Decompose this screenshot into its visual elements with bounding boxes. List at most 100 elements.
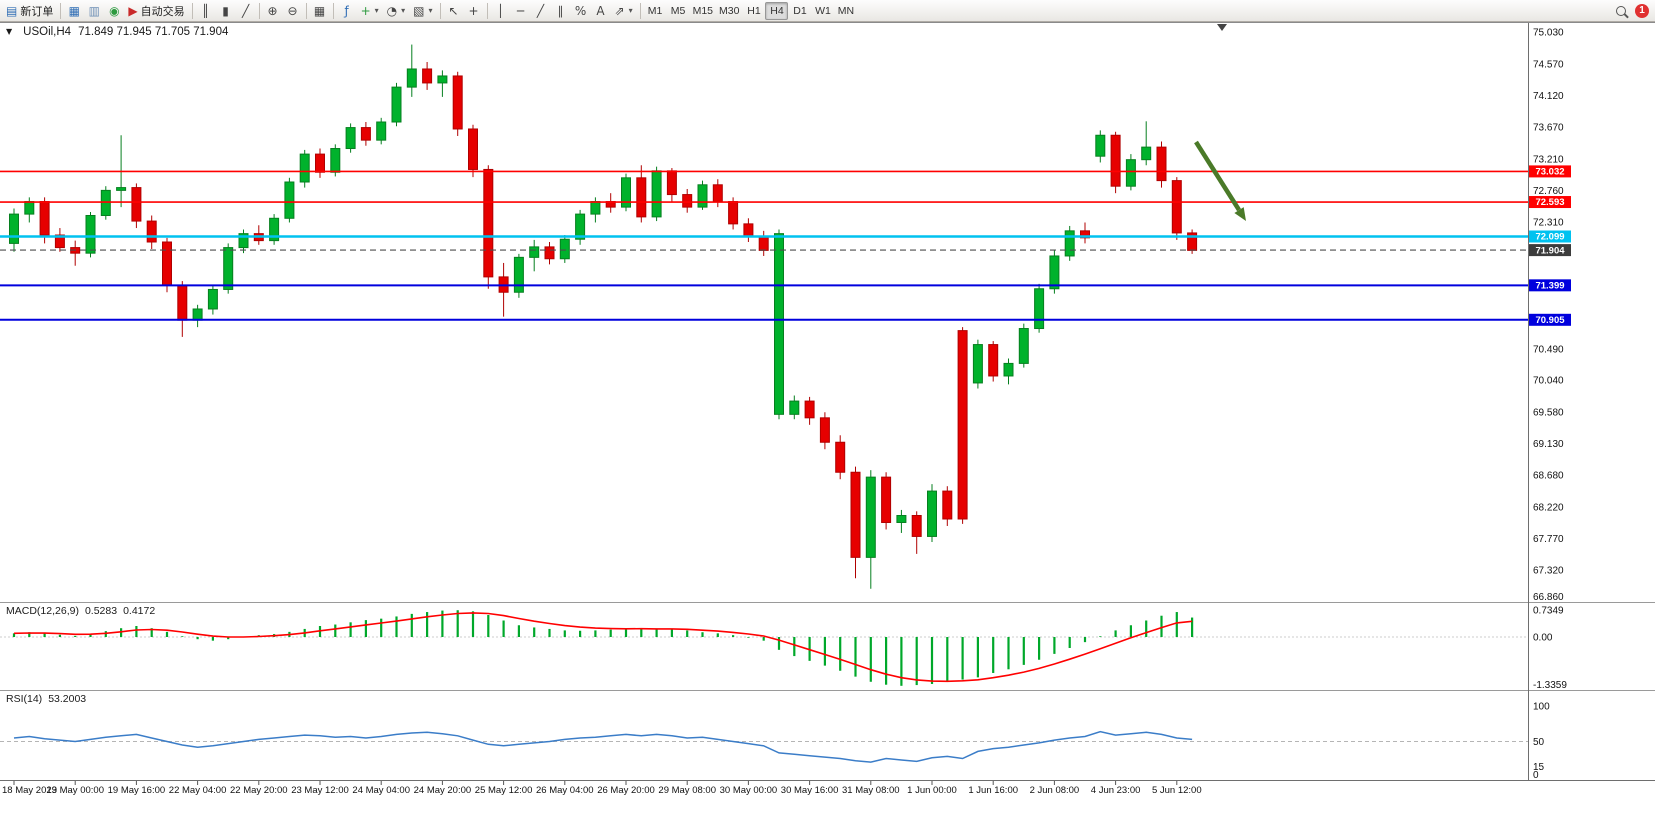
search-button[interactable]: [1611, 2, 1631, 20]
trend-arrow[interactable]: [1194, 140, 1246, 221]
notification-badge[interactable]: 1: [1635, 3, 1649, 18]
rsi-panel: 100 50 150: [0, 702, 1550, 781]
svg-text:22 May 20:00: 22 May 20:00: [230, 785, 288, 796]
dropdown-arrow-icon: ▾: [628, 6, 633, 15]
tile-windows-button[interactable]: ▦: [310, 2, 330, 20]
svg-text:22 May 04:00: 22 May 04:00: [169, 785, 227, 796]
crosshair-button[interactable]: +: [464, 2, 484, 20]
alerts-button[interactable]: ◉: [104, 2, 124, 20]
new-order-button[interactable]: ▤ 新订单: [2, 2, 57, 20]
ohlc-values: 71.849 71.945 71.705 71.904: [78, 26, 229, 38]
zoom-in-button[interactable]: ⊕: [263, 2, 283, 20]
fibonacci-button[interactable]: %: [571, 2, 591, 20]
indicators-button[interactable]: ƒ: [337, 2, 357, 20]
macd-main-value: 0.5283: [84, 605, 118, 617]
timeframe-m1-button[interactable]: M1: [644, 2, 667, 20]
toolbar-separator: [258, 2, 260, 19]
text-button[interactable]: A: [591, 2, 611, 20]
vertical-line-button[interactable]: │: [491, 2, 511, 20]
arrows-icon: ⇗: [614, 3, 625, 18]
svg-text:0: 0: [1533, 770, 1539, 781]
toolbar-separator: [439, 2, 441, 19]
horizontal-line-button[interactable]: ─: [511, 2, 531, 20]
svg-text:70.490: 70.490: [1533, 344, 1564, 355]
svg-text:0.7349: 0.7349: [1533, 606, 1564, 617]
support-line-cyan-price-tag: [1529, 230, 1571, 243]
svg-text:2 Jun 08:00: 2 Jun 08:00: [1030, 785, 1080, 796]
fibonacci-icon: %: [574, 3, 587, 18]
svg-text:26 May 04:00: 26 May 04:00: [536, 785, 594, 796]
auto-trading-button[interactable]: ▶ 自动交易: [124, 2, 188, 20]
svg-text:74.120: 74.120: [1533, 91, 1564, 102]
zoom-out-button[interactable]: ⊖: [283, 2, 303, 20]
rsi-indicator-label: RSI(14) 53.2003: [6, 693, 86, 705]
timeframe-h4-button[interactable]: H4: [765, 1, 789, 20]
chart-shift-marker[interactable]: [1217, 24, 1227, 31]
macd-name: MACD(12,26,9): [6, 605, 79, 617]
channel-button[interactable]: ∥: [551, 2, 571, 20]
trendline-icon: ╱: [536, 3, 545, 18]
candle-chart-icon: ▮: [222, 3, 229, 18]
trendline-button[interactable]: ╱: [531, 2, 551, 20]
line-chart-button[interactable]: ╱: [236, 2, 256, 20]
timeframe-d1-button[interactable]: D1: [788, 2, 811, 20]
collapse-icon[interactable]: ▼: [6, 27, 13, 36]
profiles-button[interactable]: ▥: [84, 2, 104, 20]
price-axis: 75.030 74.570 74.120 73.670 73.210 72.760 72.3…: [1533, 28, 1564, 604]
candles-layer: [9, 44, 1198, 589]
svg-text:66.860: 66.860: [1533, 592, 1564, 603]
line-chart-icon: ╱: [241, 3, 250, 18]
arrows-button[interactable]: ⇗ ▾: [611, 2, 637, 20]
svg-text:71.904: 71.904: [1535, 245, 1565, 256]
timeframe-m30-button[interactable]: M30: [716, 2, 742, 20]
rsi-line: [13, 730, 1193, 763]
hlines-layer: 73.032 72.593 72.099 71.904 71.399 70.905: [0, 165, 1571, 326]
svg-text:30 May 16:00: 30 May 16:00: [781, 785, 839, 796]
svg-text:68.680: 68.680: [1533, 471, 1564, 482]
support-line-blue-1-price-tag: [1529, 279, 1571, 292]
dropdown-arrow-icon: ▾: [401, 6, 406, 15]
svg-text:72.760: 72.760: [1533, 186, 1564, 197]
periods-button[interactable]: ◔ ▾: [383, 2, 410, 20]
support-line-blue-2-price-tag: [1529, 313, 1571, 326]
svg-text:100: 100: [1533, 702, 1550, 713]
svg-text:31 May 08:00: 31 May 08:00: [842, 785, 900, 796]
crosshair-icon: +: [468, 3, 479, 18]
text-icon: A: [596, 3, 605, 18]
bar-chart-button[interactable]: ║: [196, 2, 216, 20]
timeframe-m5-button[interactable]: M5: [667, 2, 690, 20]
svg-text:74.570: 74.570: [1533, 60, 1564, 71]
svg-text:5 Jun 12:00: 5 Jun 12:00: [1152, 785, 1202, 796]
svg-text:67.320: 67.320: [1533, 565, 1564, 576]
svg-text:29 May 08:00: 29 May 08:00: [658, 785, 716, 796]
tile-windows-icon: ▦: [313, 3, 326, 18]
svg-text:15: 15: [1533, 762, 1545, 773]
macd-signal-value: 0.4172: [123, 605, 156, 617]
svg-text:71.399: 71.399: [1535, 281, 1564, 292]
new-order-icon: ▤: [6, 3, 18, 18]
svg-text:75.030: 75.030: [1533, 28, 1564, 39]
add-indicator-button[interactable]: + ▾: [357, 2, 383, 20]
toolbar: ▤ 新订单 ▦ ▥ ◉ ▶ 自动交易 ║ ▮ ╱ ⊕ ⊖ ▦ ƒ + ▾ ◔ ▾ ▧ ▾ ↖ + │ ─ ╱ ∥% A ⇗ ▾ M1 M5 M…: [0, 0, 1655, 22]
timeframe-h1-button[interactable]: H1: [742, 2, 765, 20]
candle-chart-button[interactable]: ▮: [216, 2, 236, 20]
templates-button[interactable]: ▧ ▾: [409, 2, 436, 20]
timeframe-mn-button[interactable]: MN: [834, 2, 857, 20]
svg-text:26 May 20:00: 26 May 20:00: [597, 785, 655, 796]
cursor-button[interactable]: ↖: [444, 2, 464, 20]
svg-text:0.00: 0.00: [1533, 633, 1553, 644]
svg-text:1 Jun 16:00: 1 Jun 16:00: [968, 785, 1018, 796]
current-price-line-price-tag: [1529, 244, 1571, 257]
svg-text:70.905: 70.905: [1535, 315, 1565, 326]
profiles-icon: ▥: [88, 3, 101, 18]
svg-text:24 May 20:00: 24 May 20:00: [414, 785, 472, 796]
timeframe-m15-button[interactable]: M15: [690, 2, 716, 20]
charts-button[interactable]: ▦: [64, 2, 84, 20]
svg-text:73.670: 73.670: [1533, 122, 1564, 133]
timeframe-w1-button[interactable]: W1: [811, 2, 834, 20]
toolbar-separator: [305, 2, 307, 19]
macd-signal-line: [13, 612, 1193, 683]
svg-text:50: 50: [1533, 737, 1545, 748]
svg-text:30 May 00:00: 30 May 00:00: [720, 785, 778, 796]
